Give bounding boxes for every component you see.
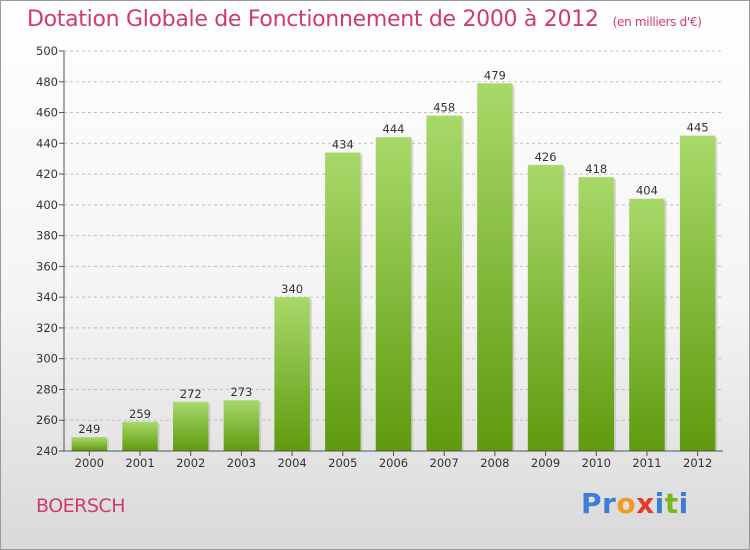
- data-label: 444: [383, 122, 405, 136]
- y-tick-label: 340: [36, 290, 58, 304]
- bar-2000: [71, 437, 108, 451]
- x-tick-label: 2012: [683, 456, 712, 470]
- bar-2006: [375, 137, 412, 451]
- chart-title-block: Dotation Globale de Fonctionnement de 20…: [27, 7, 702, 32]
- chart-title: Dotation Globale de Fonctionnement de 20…: [27, 7, 599, 32]
- y-tick-label: 240: [36, 444, 58, 458]
- x-tick-label: 2005: [328, 456, 357, 470]
- logo-letter: i: [678, 487, 689, 520]
- logo-letter: P: [581, 487, 603, 520]
- data-label: 434: [332, 138, 354, 152]
- x-tick-label: 2000: [75, 456, 104, 470]
- data-label: 404: [636, 184, 658, 198]
- chart-subtitle: (en milliers d'€): [612, 15, 702, 29]
- y-tick-label: 280: [36, 382, 58, 396]
- y-tick-label: 320: [36, 321, 58, 335]
- bar-2008: [477, 83, 513, 452]
- x-tick-label: 2001: [125, 456, 154, 470]
- bar-2011: [629, 198, 665, 451]
- x-tick-label: 2004: [277, 456, 306, 470]
- x-tick-label: 2011: [632, 456, 661, 470]
- logo-letter: x: [636, 487, 655, 520]
- y-tick-label: 400: [36, 198, 58, 212]
- logo-letter: r: [602, 487, 617, 520]
- bar-2010: [578, 177, 615, 451]
- bar-2007: [426, 115, 462, 451]
- y-tick-label: 480: [36, 75, 58, 89]
- x-tick-label: 2006: [379, 456, 408, 470]
- logo-letter: t: [664, 487, 679, 520]
- x-tick-label: 2010: [582, 456, 611, 470]
- y-tick-label: 440: [36, 136, 58, 150]
- x-tick-label: 2009: [531, 456, 560, 470]
- data-label: 340: [281, 282, 303, 296]
- x-tick-label: 2008: [480, 456, 509, 470]
- data-label: 249: [78, 422, 100, 436]
- data-label: 259: [129, 407, 151, 421]
- data-label: 445: [687, 121, 709, 135]
- proxiti-logo: Proxiti: [581, 487, 689, 520]
- logo-letter: o: [616, 487, 637, 520]
- x-tick-label: 2007: [430, 456, 459, 470]
- bar-layer: [71, 83, 718, 452]
- y-tick-label: 420: [36, 167, 58, 181]
- data-label: 272: [180, 387, 202, 401]
- x-tick-label: 2003: [227, 456, 256, 470]
- bar-2003: [223, 400, 260, 451]
- x-tick-label: 2002: [176, 456, 205, 470]
- logo-letter: i: [654, 487, 665, 520]
- y-tick-label: 460: [36, 106, 58, 120]
- y-tick-label: 260: [36, 413, 58, 427]
- y-tick-label: 380: [36, 229, 58, 243]
- y-tick-label: 500: [36, 44, 58, 58]
- bar-2005: [325, 152, 361, 452]
- bar-2002: [172, 401, 209, 451]
- bar-2001: [122, 421, 158, 451]
- bar-2009: [527, 164, 564, 451]
- label-layer: 249 259 272 273 340 434 444 458 479 426 418 404 445: [78, 68, 708, 436]
- axis-layer: 240 260 280 300 320 340 360 380 400 420 440 460 480 5…: [36, 44, 723, 470]
- bar-2004: [274, 297, 310, 451]
- data-label: 479: [484, 68, 506, 82]
- data-label: 458: [433, 101, 455, 115]
- data-label: 273: [230, 385, 252, 399]
- y-tick-label: 360: [36, 259, 58, 273]
- data-label: 418: [585, 162, 607, 176]
- data-label: 426: [535, 150, 557, 164]
- location-name: BOERSCH: [36, 495, 125, 517]
- y-tick-label: 300: [36, 352, 58, 366]
- bar-2012: [679, 135, 716, 451]
